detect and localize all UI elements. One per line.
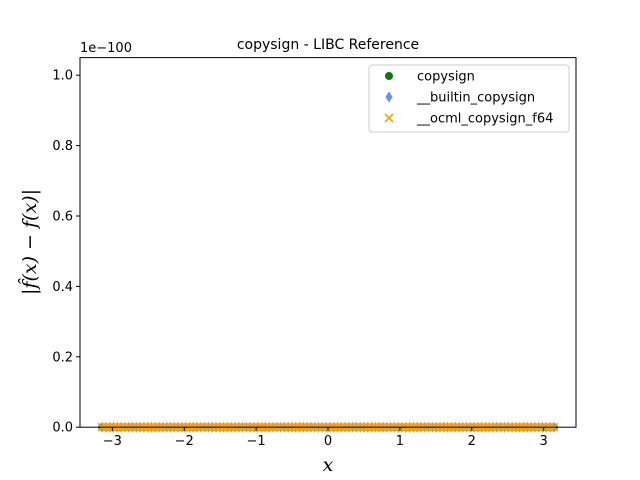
legend-marker: [385, 91, 393, 103]
x-tick-label: 1: [396, 434, 404, 449]
legend-label: __ocml_copysign_f64: [416, 112, 553, 127]
y-tick-label: 0.2: [52, 350, 73, 365]
x-axis: −3 −2 −1 0 1 2 3: [103, 427, 548, 449]
legend: copysign __builtin_copysign __ocml_copysig…: [368, 64, 570, 133]
x-tick-label: −2: [175, 434, 194, 449]
y-axis-label: |f̂(x) − f(x)|: [18, 189, 41, 295]
x-axis-label: x: [323, 454, 334, 476]
legend-label: __builtin_copysign: [416, 91, 535, 106]
legend-box: [368, 64, 570, 133]
y-tick-label: 0.6: [52, 210, 73, 225]
legend-label: copysign: [417, 70, 475, 85]
x-tick-label: 3: [540, 434, 548, 449]
legend-marker: [384, 113, 394, 123]
y-tick-label: 0.8: [52, 139, 73, 154]
chart-title: copysign - LIBC Reference: [237, 37, 419, 53]
y-tick-label: 0.4: [52, 280, 73, 295]
y-tick-label: 1.0: [52, 69, 73, 84]
y-offset-text: 1e−100: [80, 41, 132, 56]
y-tick-label: 0.0: [52, 421, 73, 436]
legend-marker: [385, 72, 393, 80]
x-tick-label: −1: [247, 434, 266, 449]
x-tick-label: 0: [324, 434, 332, 449]
x-tick-label: 2: [468, 434, 476, 449]
x-tick-label: −3: [103, 434, 122, 449]
y-axis: 0.0 0.2 0.4 0.6 0.8 1.0: [52, 69, 80, 436]
